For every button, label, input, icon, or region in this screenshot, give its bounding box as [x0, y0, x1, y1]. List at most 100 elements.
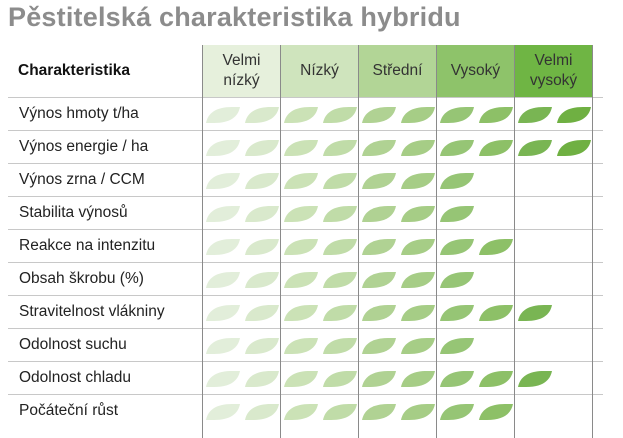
rating-leaf-icon [206, 140, 240, 156]
rating-leaf-icon [362, 371, 396, 387]
rating-leaf-icon [323, 140, 357, 156]
row-divider [8, 163, 603, 164]
rating-leaf-icon [206, 404, 240, 420]
rating-leaf-icon [284, 140, 318, 156]
rating-leaf-icon [323, 305, 357, 321]
rating-leaf-icon [479, 404, 513, 420]
rating-leaf-icon [323, 173, 357, 189]
row-divider [8, 229, 603, 230]
rating-leaf-icon [284, 173, 318, 189]
row-divider [8, 394, 603, 395]
grid-column-divider [202, 45, 203, 438]
row-divider [8, 262, 603, 263]
rating-leaf-icon [284, 371, 318, 387]
row-label: Výnos zrna / CCM [19, 171, 145, 188]
rating-leaf-icon [323, 338, 357, 354]
rating-leaf-icon [362, 305, 396, 321]
rating-leaf-icon [206, 338, 240, 354]
rating-leaf-icon [362, 404, 396, 420]
rating-leaf-icon [440, 404, 474, 420]
rating-leaf-icon [206, 305, 240, 321]
rating-leaf-icon [362, 140, 396, 156]
rating-leaf-icon [323, 239, 357, 255]
rating-leaf-icon [245, 239, 279, 255]
rating-leaf-icon [206, 239, 240, 255]
rating-leaf-icon [245, 107, 279, 123]
grid-column-divider [514, 45, 515, 438]
rating-leaf-icon [284, 206, 318, 222]
grid-column-divider [280, 45, 281, 438]
row-divider [8, 295, 603, 296]
rating-leaf-icon [206, 107, 240, 123]
rating-leaf-icon [362, 272, 396, 288]
rating-leaf-icon [479, 107, 513, 123]
rating-leaf-icon [284, 404, 318, 420]
rating-leaf-icon [284, 239, 318, 255]
row-divider [8, 97, 603, 98]
level-header-2: Střední [359, 45, 436, 97]
rating-leaf-icon [518, 371, 552, 387]
column-header-characteristic: Charakteristika [18, 62, 131, 79]
rating-leaf-icon [440, 371, 474, 387]
rating-leaf-icon [440, 206, 474, 222]
row-divider [8, 196, 603, 197]
rating-leaf-icon [245, 173, 279, 189]
rating-leaf-icon [557, 140, 591, 156]
rating-leaf-icon [323, 404, 357, 420]
row-divider [8, 328, 603, 329]
grid-column-divider [436, 45, 437, 438]
row-label: Stabilita výnosů [19, 204, 128, 221]
rating-leaf-icon [440, 140, 474, 156]
level-header-3: Vysoký [437, 45, 514, 97]
rating-leaf-icon [401, 338, 435, 354]
rating-leaf-icon [557, 107, 591, 123]
rating-leaf-icon [284, 338, 318, 354]
level-header-4: Velmi vysoký [515, 45, 592, 97]
rating-leaf-icon [323, 206, 357, 222]
rating-leaf-icon [401, 272, 435, 288]
rating-leaf-icon [245, 305, 279, 321]
row-divider [8, 361, 603, 362]
row-label: Reakce na intenzitu [19, 237, 156, 254]
rating-leaf-icon [440, 173, 474, 189]
rating-leaf-icon [440, 305, 474, 321]
level-header-0: Velmi nízký [203, 45, 280, 97]
level-header-1: Nízký [281, 45, 358, 97]
rating-leaf-icon [518, 305, 552, 321]
rating-leaf-icon [284, 107, 318, 123]
row-label: Stravitelnost vlákniny [19, 303, 165, 320]
rating-leaf-icon [206, 371, 240, 387]
rating-leaf-icon [284, 272, 318, 288]
row-label: Odolnost suchu [19, 336, 127, 353]
row-label: Odolnost chladu [19, 369, 132, 386]
rating-leaf-icon [518, 107, 552, 123]
rating-leaf-icon [362, 239, 396, 255]
rating-leaf-icon [284, 305, 318, 321]
rating-leaf-icon [518, 140, 552, 156]
rating-leaf-icon [362, 206, 396, 222]
rating-leaf-icon [401, 371, 435, 387]
row-label: Počáteční růst [19, 402, 119, 419]
rating-leaf-icon [440, 338, 474, 354]
grid-column-divider [358, 45, 359, 438]
rating-leaf-icon [245, 272, 279, 288]
rating-leaf-icon [479, 239, 513, 255]
rating-leaf-icon [362, 338, 396, 354]
rating-leaf-icon [206, 173, 240, 189]
rating-leaf-icon [362, 173, 396, 189]
row-label: Výnos hmoty t/ha [19, 105, 139, 122]
rating-leaf-icon [401, 404, 435, 420]
rating-leaf-icon [245, 371, 279, 387]
rating-leaf-icon [440, 107, 474, 123]
rating-leaf-icon [479, 371, 513, 387]
page-title: Pěstitelská charakteristika hybridu [8, 2, 461, 32]
rating-leaf-icon [323, 107, 357, 123]
rating-leaf-icon [401, 206, 435, 222]
rating-leaf-icon [245, 206, 279, 222]
rating-leaf-icon [479, 305, 513, 321]
rating-leaf-icon [362, 107, 396, 123]
rating-leaf-icon [401, 140, 435, 156]
grid-column-divider [592, 45, 593, 438]
rating-leaf-icon [401, 305, 435, 321]
row-label: Obsah škrobu (%) [19, 270, 144, 287]
